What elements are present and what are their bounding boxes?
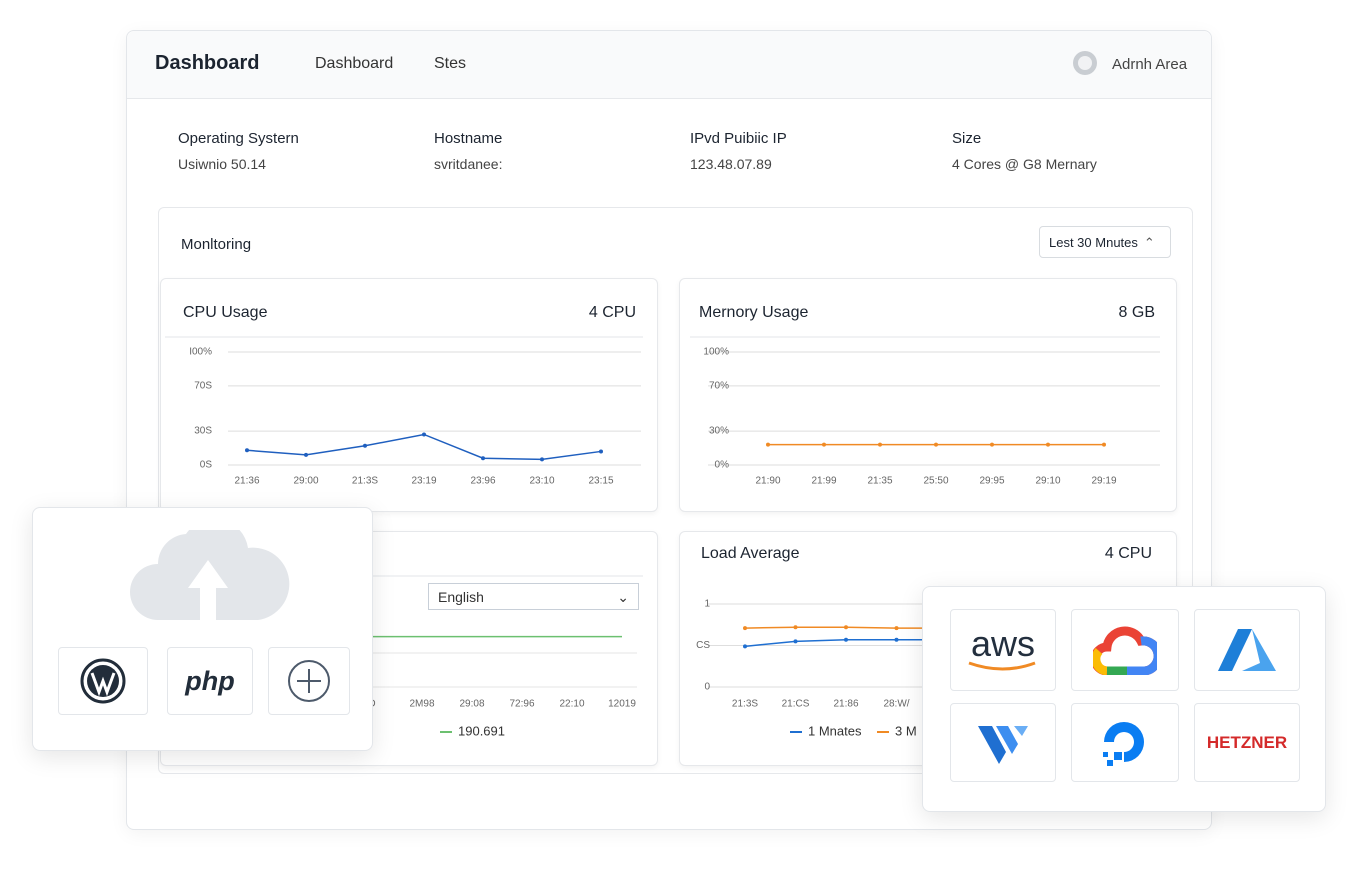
azure-icon <box>1218 629 1276 671</box>
memory-card <box>679 278 1177 512</box>
azure-tile[interactable] <box>1194 609 1300 691</box>
brand: Dashboard <box>155 52 260 74</box>
aws-label: aws <box>970 623 1036 664</box>
info-value: 4 Cores @ G8 Mernary <box>952 156 1097 172</box>
apps-card: php <box>32 507 373 751</box>
vultr-icon <box>978 725 1028 764</box>
wordpress-icon <box>80 658 126 704</box>
monitoring-title: Monltoring <box>181 236 252 253</box>
range-select[interactable]: Lest 30 Mnutes ⌃ <box>1039 226 1171 258</box>
card-badge: 4 CPU <box>588 304 636 321</box>
hetzner-tile[interactable]: HETZNER <box>1194 703 1300 782</box>
add-tile[interactable] <box>268 647 350 715</box>
card-title: Mernory Usage <box>699 304 809 321</box>
nav-link[interactable]: Dashboard <box>315 55 394 72</box>
providers-card: aws HETZNER <box>922 586 1326 812</box>
gcp-icon <box>1093 626 1157 675</box>
info-label: Size <box>952 130 982 147</box>
avatar[interactable] <box>1070 49 1100 77</box>
digitalocean-tile[interactable] <box>1071 703 1179 782</box>
language-select[interactable]: English ⌄ <box>428 583 639 610</box>
plus-icon <box>288 660 330 702</box>
info-label: Operating Systern <box>178 130 299 147</box>
vultr-tile[interactable] <box>950 703 1056 782</box>
info-label: IPvd Puibiic IP <box>690 130 787 147</box>
cpu-card <box>160 278 658 512</box>
aws-smile <box>968 661 1036 671</box>
info-value: 123.48.07.89 <box>690 156 772 172</box>
aws-tile[interactable]: aws <box>950 609 1056 691</box>
info-value: svritdanee: <box>434 156 503 172</box>
php-label: php <box>185 665 235 696</box>
select-text: English <box>438 589 484 605</box>
range-text: Lest 30 Mnutes <box>1049 235 1138 250</box>
wordpress-tile[interactable] <box>58 647 148 715</box>
card-title: CPU Usage <box>183 304 268 321</box>
upload-cloud-icon <box>130 530 290 620</box>
card-badge: 4 CPU <box>1104 545 1152 562</box>
user-menu[interactable]: Adrnh Area <box>1112 56 1188 73</box>
card-badge: 8 GB <box>1118 304 1155 321</box>
top-bar <box>127 31 1211 99</box>
php-tile[interactable]: php <box>167 647 253 715</box>
gcp-tile[interactable] <box>1071 609 1179 691</box>
hetzner-label: HETZNER <box>1206 732 1288 752</box>
card-title: Load Average <box>701 545 800 562</box>
info-label: Hostname <box>434 130 503 147</box>
do-icon <box>1103 721 1144 766</box>
info-value: Usiwnio 50.14 <box>178 156 266 172</box>
nav-link[interactable]: Stes <box>434 55 467 72</box>
